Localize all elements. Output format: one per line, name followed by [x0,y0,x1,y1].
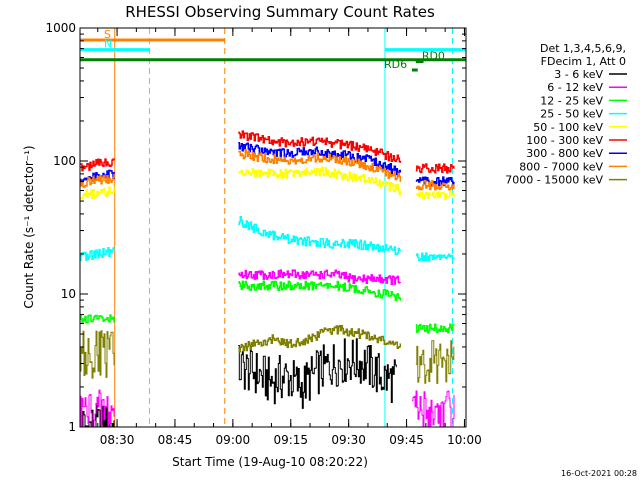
legend-header-1: FDecim 1, Att 0 [541,55,626,68]
series-6-segment-2 [415,176,455,187]
series-5-segment-1 [238,130,402,163]
series-5-segment-0 [80,158,115,172]
series-3-segment-2 [415,252,455,262]
legend-label-3: 25 - 50 keV [540,108,603,121]
series-0-segment-1 [238,338,397,409]
series-8-segment-2 [415,340,455,384]
series-4 [80,166,455,200]
chart-title: RHESSI Observing Summary Count Rates [125,3,435,21]
series-2-segment-2 [415,323,455,334]
plot-frame [79,27,467,428]
series-2 [80,280,455,334]
series-4-segment-2 [415,190,455,200]
footer-date: 16-Oct-2021 00:28 [561,469,637,478]
legend: Det 1,3,4,5,6,9,FDecim 1, Att 03 - 6 keV… [505,42,627,187]
series-lines [80,130,455,427]
legend-label-4: 50 - 100 keV [533,121,603,134]
flag-label-0: S [104,28,111,41]
y-tick-label-2: 100 [53,154,76,168]
series-5-segment-2 [415,163,455,174]
series-8-segment-1 [238,324,402,353]
series-3-segment-0 [80,246,115,262]
series-2-segment-0 [80,314,115,324]
flag-label-5: RD6 [384,58,407,71]
series-7-segment-1 [238,149,402,182]
series-7-segment-0 [80,173,115,188]
legend-label-1: 6 - 12 keV [547,81,603,94]
series-3-segment-1 [238,215,402,256]
x-tick-label-6: 10:00 [447,433,482,447]
legend-header-0: Det 1,3,4,5,6,9, [540,42,626,55]
x-tick-label-0: 08:30 [100,433,135,447]
series-8-segment-0 [80,330,115,379]
y-tick-label-3: 1000 [45,21,76,35]
y-tick-label-1: 10 [61,287,76,301]
legend-label-0: 3 - 6 keV [554,68,603,81]
flag-label-2: N [104,38,112,51]
x-tick-label-1: 08:45 [158,433,193,447]
series-8 [80,324,455,384]
x-tick-label-2: 09:00 [216,433,251,447]
legend-label-7: 800 - 7000 keV [519,160,603,173]
axes: 1 10 100 1000 08:30 08:45 09:00 09:15 09:30 09:45… [45,21,481,447]
flag-bars: SN RD6 RD0 [80,28,466,72]
series-6-segment-1 [238,141,402,176]
legend-label-6: 300 - 800 keV [526,147,603,160]
legend-label-8: 7000 - 15000 keV [505,174,603,187]
series-4-segment-1 [238,166,402,196]
y-tick-label-0: 1 [68,420,76,434]
x-tick-label-3: 09:15 [273,433,308,447]
series-2-segment-1 [238,280,402,302]
legend-label-5: 100 - 300 keV [526,134,603,147]
series-1-segment-1 [238,269,402,286]
state-transition-lines [114,28,453,427]
x-tick-label-4: 09:30 [331,433,366,447]
x-axis-label: Start Time (19-Aug-10 08:20:22) [172,455,368,469]
x-tick-label-5: 09:45 [389,433,424,447]
series-7-segment-2 [415,179,455,191]
y-axis-label: Count Rate (s⁻¹ detector⁻¹) [22,145,36,308]
series-3 [80,215,455,262]
series-4-segment-0 [80,186,115,200]
flag-label-6: RD0 [422,50,445,63]
legend-label-2: 12 - 25 keV [540,94,603,107]
series-1-segment-2 [412,390,455,427]
series-7 [80,149,455,191]
series-1 [80,269,455,427]
series-1-segment-0 [80,389,115,427]
series-5 [80,130,455,174]
